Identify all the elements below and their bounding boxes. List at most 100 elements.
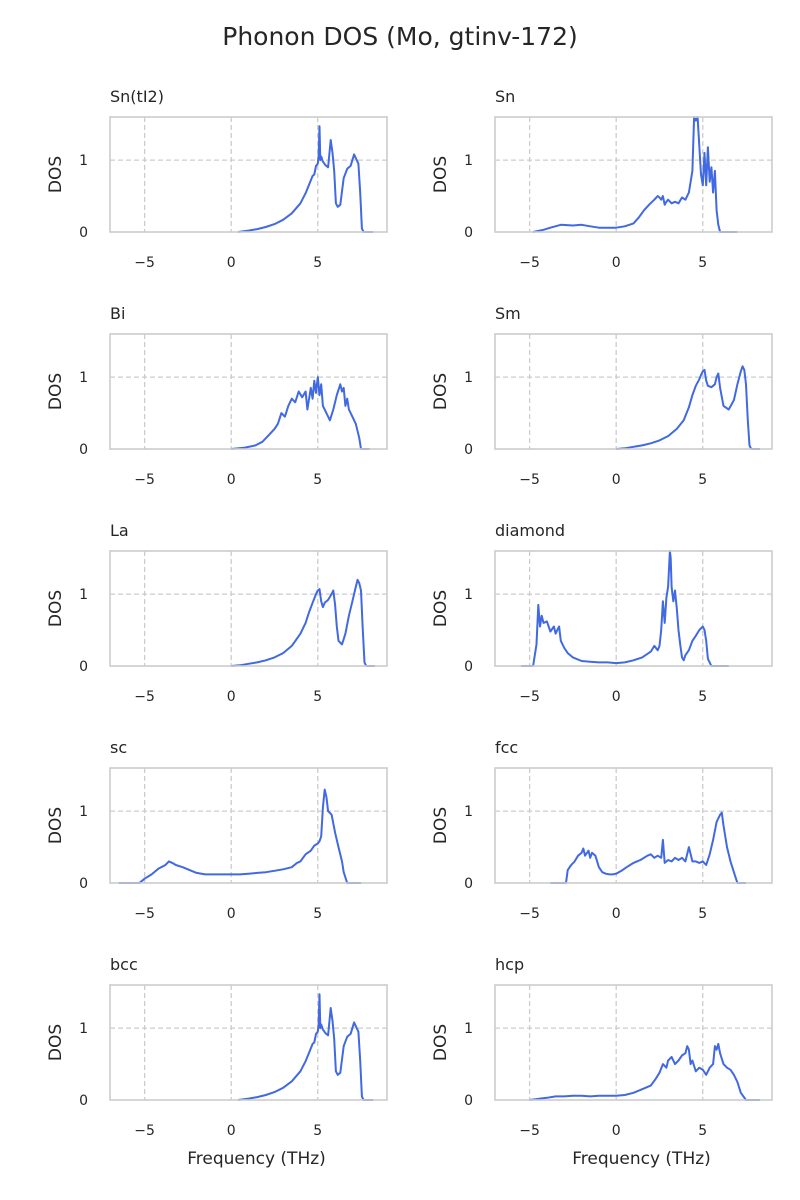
subplot-7: fcc −5 0 5 0 1 DOS <box>431 738 773 922</box>
y-axis-label: DOS <box>46 1024 66 1061</box>
x-tick-label: 0 <box>612 255 621 271</box>
x-tick-label: −5 <box>519 689 540 705</box>
y-axis-label: DOS <box>431 1024 451 1061</box>
y-tick-label: 0 <box>464 659 473 675</box>
y-axis-label: DOS <box>431 156 451 193</box>
y-tick-label: 0 <box>79 659 88 675</box>
subplot-5: diamond −5 0 5 0 1 DOS <box>431 521 773 705</box>
x-tick-label: 0 <box>612 906 621 922</box>
x-axis-label: Frequency (THz) <box>187 1149 326 1169</box>
x-tick-label: 5 <box>313 689 322 705</box>
x-axis-label: Frequency (THz) <box>572 1149 711 1169</box>
y-tick-label: 0 <box>464 876 473 892</box>
subplot-8: bcc −5 0 5 0 1 DOS Frequency (THz) <box>46 955 388 1169</box>
subplot-title: diamond <box>495 521 565 540</box>
x-tick-label: 5 <box>698 472 707 488</box>
y-tick-label: 0 <box>79 876 88 892</box>
y-tick-label: 0 <box>79 225 88 241</box>
y-tick-label: 1 <box>79 804 88 820</box>
y-axis-label: DOS <box>46 373 66 410</box>
subplot-title: Sn <box>495 87 515 106</box>
y-axis-label: DOS <box>431 590 451 627</box>
subplot-title: Bi <box>110 304 125 323</box>
x-tick-label: 0 <box>612 689 621 705</box>
subplot-title: sc <box>110 738 127 757</box>
subplot-0: Sn(tI2) −5 0 5 0 1 DOS <box>46 87 388 271</box>
y-tick-label: 0 <box>464 1093 473 1109</box>
dos-curve <box>237 993 374 1101</box>
x-tick-label: 0 <box>227 689 236 705</box>
axes-frame <box>494 116 773 233</box>
subplot-title: hcp <box>495 955 524 974</box>
x-tick-label: −5 <box>519 472 540 488</box>
subplot-title: fcc <box>495 738 518 757</box>
y-tick-label: 1 <box>464 804 473 820</box>
y-tick-label: 1 <box>464 587 473 603</box>
y-tick-label: 0 <box>79 442 88 458</box>
x-tick-label: 5 <box>698 689 707 705</box>
dos-curve <box>237 125 374 233</box>
x-tick-label: −5 <box>134 1123 155 1139</box>
axes-frame <box>494 767 773 884</box>
figure-title: Phonon DOS (Mo, gtinv-172) <box>222 22 577 51</box>
y-tick-label: 1 <box>464 153 473 169</box>
y-tick-label: 1 <box>79 587 88 603</box>
x-tick-label: 5 <box>698 906 707 922</box>
subplot-9: hcp −5 0 5 0 1 DOS Frequency (THz) <box>431 955 773 1169</box>
subplot-2: Bi −5 0 5 0 1 DOS <box>46 304 388 488</box>
dos-curve <box>231 578 375 667</box>
x-tick-label: −5 <box>134 255 155 271</box>
y-tick-label: 1 <box>464 370 473 386</box>
y-tick-label: 1 <box>79 153 88 169</box>
dos-curve <box>529 1042 760 1101</box>
y-axis-label: DOS <box>46 807 66 844</box>
dos-curve <box>521 550 729 667</box>
x-tick-label: 5 <box>313 1123 322 1139</box>
x-tick-label: −5 <box>519 1123 540 1139</box>
x-tick-label: −5 <box>519 255 540 271</box>
y-tick-label: 1 <box>79 370 88 386</box>
subplot-4: La −5 0 5 0 1 DOS <box>46 521 388 705</box>
axes-frame <box>109 767 388 884</box>
y-axis-label: DOS <box>46 156 66 193</box>
subplot-3: Sm −5 0 5 0 1 DOS <box>431 304 773 488</box>
x-tick-label: −5 <box>519 906 540 922</box>
y-axis-label: DOS <box>431 807 451 844</box>
subplot-1: Sn −5 0 5 0 1 DOS <box>431 87 773 271</box>
y-axis-label: DOS <box>431 373 451 410</box>
axes-frame <box>109 116 388 233</box>
axes-frame <box>494 550 773 667</box>
y-tick-label: 1 <box>79 1021 88 1037</box>
dos-curve <box>616 365 760 450</box>
axes-frame <box>109 984 388 1101</box>
dos-curve <box>550 811 746 884</box>
dos-curve <box>118 788 361 884</box>
subplot-6: sc −5 0 5 0 1 DOS <box>46 738 388 922</box>
y-tick-label: 0 <box>464 225 473 241</box>
subplot-title: Sn(tI2) <box>110 87 164 106</box>
x-tick-label: 0 <box>612 1123 621 1139</box>
subplot-title: bcc <box>110 955 138 974</box>
axes-frame <box>494 333 773 450</box>
x-tick-label: 5 <box>313 906 322 922</box>
y-tick-label: 1 <box>464 1021 473 1037</box>
axes-frame <box>494 984 773 1101</box>
x-tick-label: 0 <box>227 906 236 922</box>
subplot-title: Sm <box>495 304 521 323</box>
x-tick-label: 0 <box>227 472 236 488</box>
y-tick-label: 0 <box>464 442 473 458</box>
subplot-title: La <box>110 521 129 540</box>
x-tick-label: 0 <box>227 255 236 271</box>
axes-frame <box>109 550 388 667</box>
y-axis-label: DOS <box>46 590 66 627</box>
x-tick-label: 5 <box>313 255 322 271</box>
x-tick-label: −5 <box>134 472 155 488</box>
y-tick-label: 0 <box>79 1093 88 1109</box>
x-tick-label: 0 <box>612 472 621 488</box>
x-tick-label: 5 <box>698 255 707 271</box>
x-tick-label: 5 <box>313 472 322 488</box>
axes-frame <box>109 333 388 450</box>
